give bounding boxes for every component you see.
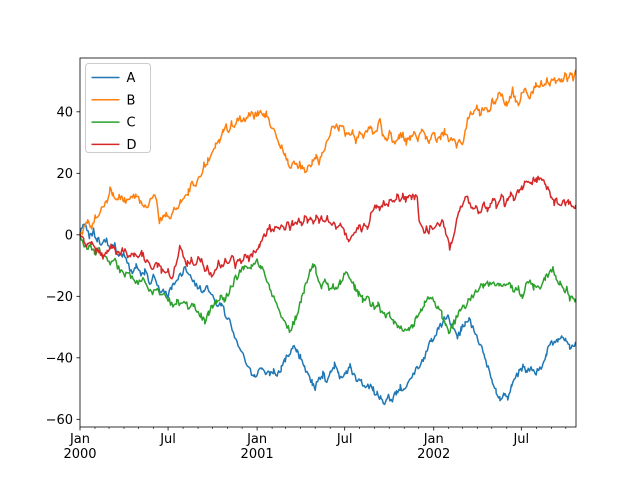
x-tick-year-label: 2000 — [63, 447, 96, 462]
x-tick-label: Jul — [159, 432, 176, 447]
y-tick-label: 20 — [56, 167, 73, 182]
legend-entry-label: B — [127, 93, 136, 108]
legend-box — [85, 63, 151, 153]
series-line-D — [79, 175, 577, 280]
legend-entry-label: A — [127, 71, 136, 86]
legend-entry-label: C — [127, 116, 136, 131]
y-tick-label: −40 — [46, 351, 73, 366]
x-tick-year-label: 2002 — [417, 447, 450, 462]
x-tick-year-label: 2001 — [241, 447, 274, 462]
y-tick-label: −60 — [46, 413, 73, 428]
legend-entry-label: D — [127, 138, 137, 153]
series-line-A — [79, 223, 577, 406]
series-line-C — [79, 234, 577, 335]
x-tick-label: Jan — [423, 432, 444, 447]
y-tick-label: −20 — [46, 290, 73, 305]
x-tick-label: Jan — [246, 432, 267, 447]
x-tick-label: Jan — [69, 432, 90, 447]
series-line-B — [79, 69, 577, 236]
x-tick-label: Jul — [336, 432, 353, 447]
y-tick-label: 0 — [65, 228, 73, 243]
x-tick-label: Jul — [512, 432, 529, 447]
y-tick-label: 40 — [56, 105, 73, 120]
axes-frame — [79, 57, 577, 428]
